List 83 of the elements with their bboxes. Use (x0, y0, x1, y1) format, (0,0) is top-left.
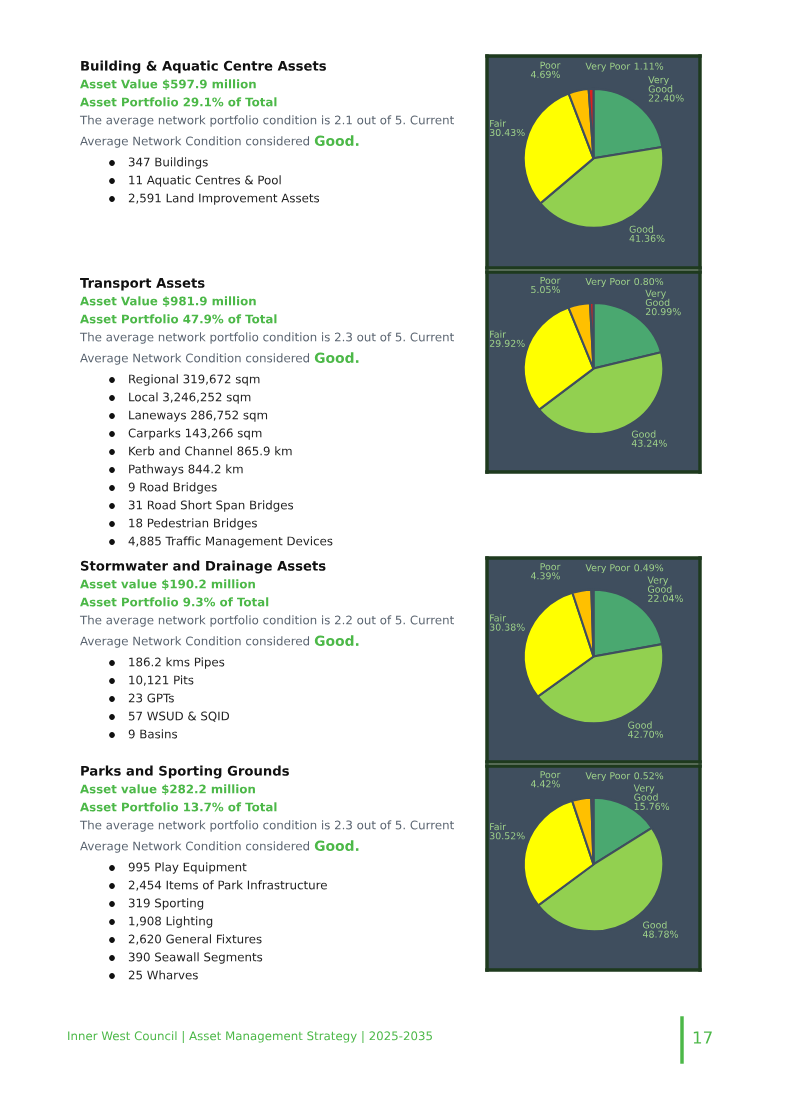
text: 25 Wharves (128, 970, 198, 980)
text: 390 Seawall Segments (128, 952, 263, 964)
slice-label: Good (643, 921, 667, 929)
data-label: 4.69% (530, 70, 560, 78)
text: Pathways 844.2 km (129, 464, 243, 476)
data-label: 41.36% (629, 234, 665, 242)
text: 11 Aquatic Centres & Pool (129, 175, 281, 187)
text: Carparks 143,266 sqm (128, 428, 262, 440)
data-label: 22.40% (648, 94, 684, 102)
slice-label: Poor (540, 563, 561, 571)
data-label: 30.43% (489, 128, 525, 137)
data-label: 43.24% (631, 439, 667, 447)
slice-label: Fair (490, 330, 507, 338)
data-label: 1.11% (634, 62, 664, 70)
text: 2,454 Items of Park Infrastructure (128, 880, 327, 891)
data-label: 4.42% (530, 780, 560, 788)
text: 4,885 Traffic Management Devices (128, 536, 333, 548)
text: Inner West Council | Asset Management Strategy | 2025-2035 (68, 1031, 432, 1043)
text: Building & Aquatic Centre Assets (81, 60, 326, 74)
slice-label: Very Poor (585, 772, 631, 782)
text: The average network portfolio condition is 2.3 out of 5. Current (79, 332, 454, 344)
text: Asset Value $981.9 million Asset Portfolio 47.9% of Total (80, 296, 277, 324)
text: 18 Pedestrian Bridges (129, 518, 257, 530)
data-label: 0.52% (634, 772, 664, 780)
text: Asset value $190.2 million Asset Portfolio 9.3% of Total (80, 579, 269, 607)
text: Asset value $282.2 million Asset Portfolio 13.7% of Total (80, 784, 277, 812)
slice-label: Very Good (645, 289, 670, 307)
text: 347 Buildings (128, 157, 208, 169)
text: Average Network Condition considered Good. (80, 635, 359, 648)
text: Laneways 286,752 sqm (129, 410, 268, 422)
slice-label: Poor (540, 61, 561, 69)
text: 186.2 kms Pipes (129, 657, 225, 669)
data-label: 0.49% (634, 564, 664, 572)
text: The average network portfolio condition is 2.1 out of 5. Current (79, 115, 454, 127)
text: Average Network Condition considered Good. (80, 135, 359, 148)
text: 2,620 General Fixtures (128, 934, 262, 945)
data-label: 22.04% (648, 594, 683, 602)
slice-label: Poor (540, 771, 561, 779)
slice-label: Good (628, 721, 652, 729)
data-label: 30.38% (489, 623, 525, 631)
slice-label: Good (629, 225, 654, 233)
text: 9 Road Bridges (128, 482, 217, 494)
data-label: 30.52% (489, 832, 525, 840)
slice-label: Very Poor (585, 564, 631, 574)
data-label: 48.78% (642, 930, 678, 938)
text: The average network portfolio condition is 2.3 out of 5. Current (79, 820, 454, 832)
text: 17 (693, 1031, 712, 1044)
text: The average network portfolio condition is 2.2 out of 5. Current (79, 615, 454, 627)
data-label: 15.76% (634, 802, 670, 810)
slice-label: Fair (490, 614, 507, 622)
slice-label: Poor (540, 276, 561, 284)
slice-label: Very Good (648, 76, 673, 93)
slice-label: Fair (490, 119, 507, 127)
text: Average Network Condition considered Good. (80, 840, 359, 853)
data-label: 42.70% (628, 730, 664, 738)
text: 31 Road Short Span Bridges (128, 500, 294, 512)
slice-label: Very Poor (585, 278, 631, 287)
slice-label: Very Good (647, 576, 672, 593)
text: Average Network Condition considered Good. (80, 352, 359, 365)
slice-label: Fair (490, 822, 507, 831)
data-label: 20.99% (645, 308, 681, 316)
text: Parks and Sporting Grounds (81, 765, 289, 779)
text: 1,908 Lighting (129, 916, 213, 928)
text: 23 GPTs (128, 693, 174, 703)
data-label: 29.92% (489, 339, 525, 347)
text: Local 3,246,252 sqm (129, 392, 251, 404)
text: Regional 319,672 sqm (129, 374, 260, 386)
data-label: 4.39% (530, 572, 560, 580)
text: 995 Play Equipment (128, 862, 247, 874)
data-label: 5.05% (531, 285, 560, 294)
slice-label: Very Poor (585, 62, 631, 72)
text: Kerb and Channel 865.9 km (129, 446, 292, 456)
text: Asset Value $597.9 million Asset Portfolio 29.1% of Total (80, 79, 277, 107)
slice-label: Good (631, 430, 656, 438)
text: 10,121 Pits (129, 675, 194, 686)
text: Transport Assets (80, 278, 205, 291)
data-label: 0.80% (634, 277, 664, 286)
text: Stormwater and Drainage Assets (80, 560, 326, 574)
text: 2,591 Land Improvement Assets (128, 193, 320, 205)
slice-label: Very Good (633, 784, 658, 801)
text: 319 Sporting (128, 898, 204, 910)
text: 9 Basins (128, 729, 178, 739)
text: 57 WSUD & SQID (128, 711, 230, 722)
